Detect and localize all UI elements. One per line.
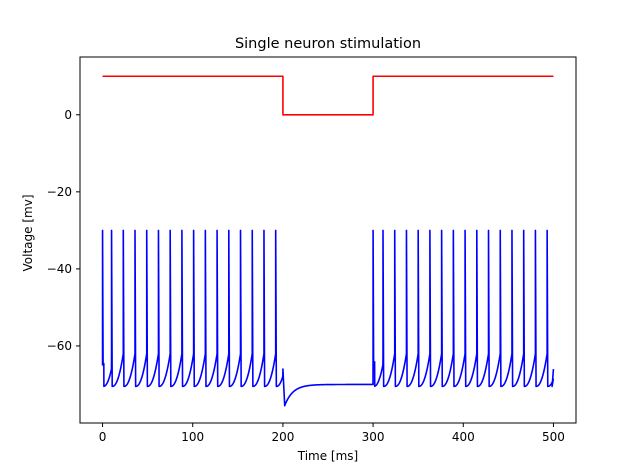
x-axis-label: Time [ms] [297,449,359,463]
x-tick-label: 300 [362,430,385,444]
x-tick-label: 100 [181,430,204,444]
x-axis-ticks: 0 100 200 300 400 500 [99,423,565,444]
y-tick-label: −60 [47,339,72,353]
x-tick-label: 0 [99,430,107,444]
plot-frame [79,56,577,424]
x-tick-label: 500 [542,430,565,444]
y-tick-label: −40 [47,262,72,276]
x-tick-label: 200 [271,430,294,444]
y-axis-ticks: 0 −20 −40 −60 [47,108,80,353]
y-axis-label: Voltage [mv] [21,195,35,272]
series-line-membrane-voltage [101,229,555,407]
y-tick-label: −20 [47,185,72,199]
series-line-stimulus [102,75,554,116]
plot-area [79,56,577,424]
chart-title: Single neuron stimulation [235,36,421,52]
y-tick-label: 0 [64,108,72,122]
x-tick-label: 400 [452,430,475,444]
